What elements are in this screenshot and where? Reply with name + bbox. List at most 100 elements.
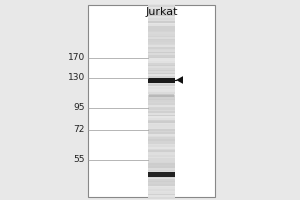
Bar: [148, 81, 175, 83]
Bar: [148, 150, 175, 152]
Bar: [148, 8, 175, 10]
Bar: [148, 26, 175, 28]
Bar: [148, 23, 175, 25]
Bar: [148, 86, 175, 88]
Bar: [148, 155, 175, 157]
Polygon shape: [176, 76, 183, 84]
Bar: [148, 58, 175, 60]
Bar: [148, 70, 175, 72]
Bar: [148, 192, 175, 194]
Bar: [148, 92, 175, 94]
Bar: [148, 87, 175, 89]
Bar: [148, 195, 175, 197]
Bar: [148, 170, 175, 172]
Bar: [148, 107, 175, 109]
Bar: [148, 47, 175, 49]
Bar: [148, 171, 175, 173]
Bar: [148, 149, 175, 151]
Bar: [148, 36, 175, 38]
Bar: [148, 118, 175, 120]
Bar: [148, 131, 175, 133]
Text: 170: 170: [68, 53, 85, 62]
Bar: [148, 89, 175, 91]
Text: 72: 72: [74, 126, 85, 134]
Bar: [148, 116, 175, 118]
Bar: [148, 53, 175, 56]
Bar: [148, 7, 175, 9]
Bar: [148, 126, 175, 128]
Bar: [148, 50, 175, 52]
Bar: [148, 123, 175, 125]
Bar: [148, 174, 175, 177]
Bar: [148, 79, 175, 81]
Bar: [148, 182, 175, 185]
Bar: [148, 165, 175, 167]
Bar: [148, 189, 175, 191]
Bar: [148, 102, 175, 104]
Bar: [148, 129, 175, 131]
Text: 95: 95: [74, 104, 85, 112]
Bar: [148, 82, 175, 85]
Bar: [148, 181, 175, 183]
Bar: [148, 176, 175, 178]
Bar: [148, 95, 175, 97]
Bar: [148, 166, 175, 168]
Bar: [148, 108, 175, 110]
Bar: [148, 71, 175, 73]
Bar: [148, 110, 175, 112]
Bar: [148, 91, 175, 93]
Bar: [148, 173, 175, 175]
Bar: [148, 142, 175, 144]
Bar: [148, 100, 175, 102]
Bar: [148, 55, 175, 57]
Bar: [148, 5, 175, 7]
Bar: [148, 113, 175, 115]
Text: Jurkat: Jurkat: [145, 7, 178, 17]
Bar: [148, 39, 175, 41]
Bar: [148, 121, 175, 123]
Bar: [148, 45, 175, 47]
Bar: [148, 66, 175, 68]
Bar: [148, 21, 175, 23]
Bar: [148, 73, 175, 75]
Bar: [148, 191, 175, 193]
Bar: [148, 10, 175, 12]
Bar: [148, 111, 175, 114]
Bar: [148, 178, 175, 180]
Bar: [148, 145, 175, 147]
Bar: [148, 105, 175, 107]
Text: 55: 55: [74, 156, 85, 164]
Bar: [148, 144, 175, 146]
Bar: [148, 94, 175, 96]
Bar: [148, 16, 175, 18]
Bar: [148, 84, 175, 86]
Bar: [148, 34, 175, 36]
Bar: [148, 197, 175, 199]
Bar: [148, 52, 175, 54]
Bar: [148, 163, 175, 165]
Bar: [148, 152, 175, 154]
Bar: [148, 179, 175, 181]
Bar: [148, 168, 175, 170]
Bar: [148, 61, 175, 64]
Bar: [88, 5, 215, 197]
Bar: [148, 68, 175, 70]
Bar: [148, 32, 175, 35]
Bar: [148, 63, 175, 65]
Bar: [148, 141, 175, 143]
Bar: [148, 13, 175, 15]
Bar: [148, 15, 175, 17]
Bar: [148, 137, 175, 139]
Bar: [148, 28, 175, 30]
Bar: [148, 158, 175, 160]
Bar: [148, 57, 175, 59]
Bar: [148, 42, 175, 44]
Bar: [148, 40, 175, 43]
Bar: [148, 11, 175, 14]
Bar: [148, 103, 175, 106]
Bar: [148, 184, 175, 186]
Bar: [148, 49, 175, 51]
Bar: [148, 153, 175, 156]
Bar: [148, 60, 175, 62]
Bar: [148, 120, 175, 122]
